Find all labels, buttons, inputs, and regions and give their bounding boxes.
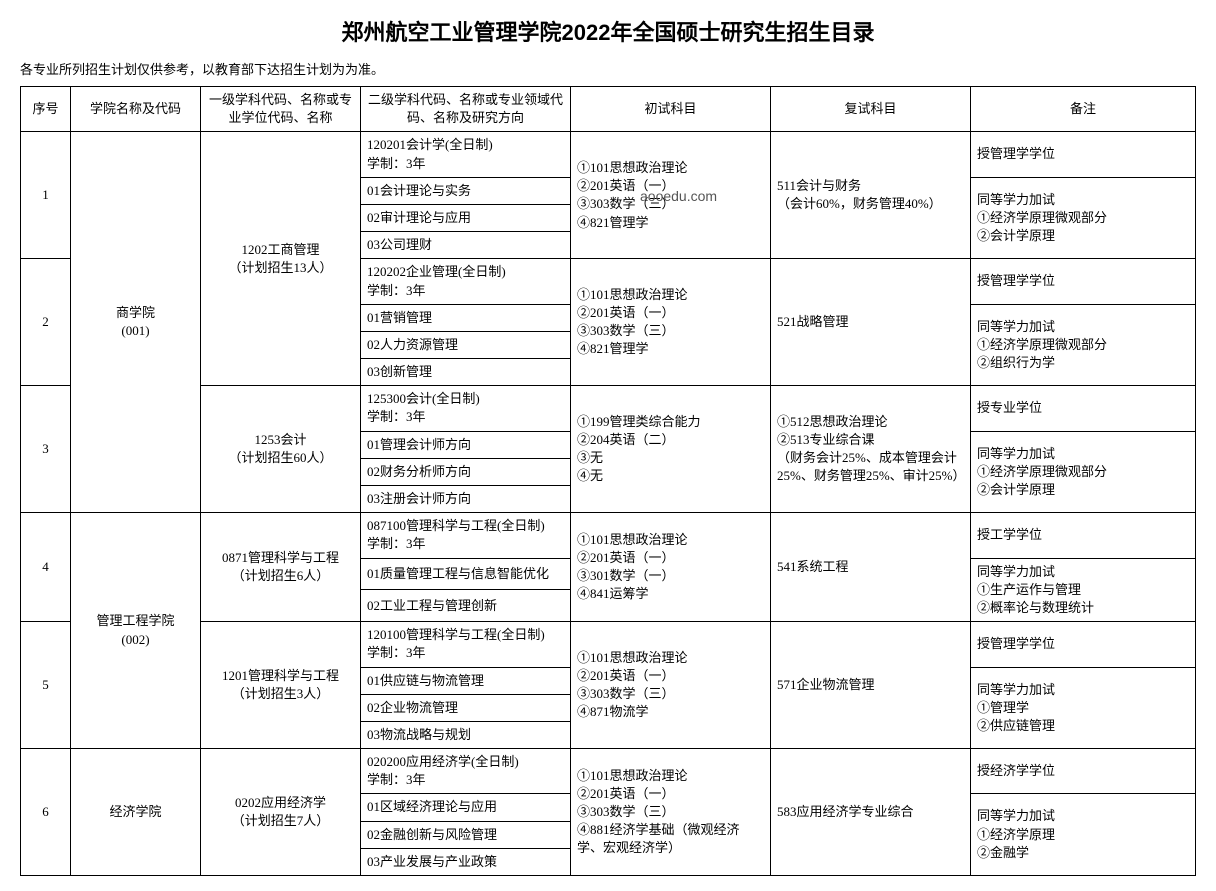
exam1-cell: ①199管理类综合能力②204英语（二）③无④无	[571, 386, 771, 513]
l2-cell: 01质量管理工程与信息智能优化	[361, 558, 571, 590]
header-row: 序号 学院名称及代码 一级学科代码、名称或专业学位代码、名称 二级学科代码、名称…	[21, 87, 1196, 132]
l2-cell: 03物流战略与规划	[361, 721, 571, 748]
l2-cell: 020200应用经济学(全日制)学制：3年	[361, 749, 571, 794]
l2-cell: 01区域经济理论与应用	[361, 794, 571, 821]
l2-cell: 02审计理论与应用	[361, 204, 571, 231]
remark-cell: 同等学力加试①经济学原理微观部分②组织行为学	[971, 304, 1196, 386]
th-l2: 二级学科代码、名称或专业领域代码、名称及研究方向	[361, 87, 571, 132]
seq-cell: 5	[21, 622, 71, 749]
l2-cell: 02企业物流管理	[361, 694, 571, 721]
th-exam2: 复试科目	[771, 87, 971, 132]
seq-cell: 6	[21, 749, 71, 876]
l1-cell: 0871管理科学与工程（计划招生6人）	[201, 513, 361, 622]
exam1-cell: ①101思想政治理论②201英语（一）③303数学（三）④821管理学	[571, 259, 771, 386]
l2-cell: 02人力资源管理	[361, 331, 571, 358]
table-row: 1 商学院(001) 1202工商管理（计划招生13人） 120201会计学(全…	[21, 132, 1196, 177]
th-l1: 一级学科代码、名称或专业学位代码、名称	[201, 87, 361, 132]
school-cell: 商学院(001)	[71, 132, 201, 513]
remark-cell: 授管理学学位	[971, 259, 1196, 304]
th-school: 学院名称及代码	[71, 87, 201, 132]
exam1-cell: ①101思想政治理论②201英语（一）③303数学（三）④881经济学基础（微观…	[571, 749, 771, 876]
exam2-cell: ①512思想政治理论②513专业综合课（财务会计25%、成本管理会计25%、财务…	[771, 386, 971, 513]
l2-cell: 120100管理科学与工程(全日制)学制：3年	[361, 622, 571, 667]
l2-cell: 02金融创新与风险管理	[361, 821, 571, 848]
note-text: 各专业所列招生计划仅供参考，以教育部下达招生计划为为准。	[20, 59, 1196, 78]
l2-cell: 02财务分析师方向	[361, 458, 571, 485]
exam1-cell: ①101思想政治理论②201英语（一）③303数学（三）④871物流学	[571, 622, 771, 749]
seq-cell: 3	[21, 386, 71, 513]
l2-cell: 02工业工程与管理创新	[361, 590, 571, 622]
l2-cell: 03产业发展与产业政策	[361, 848, 571, 875]
catalog-table: 序号 学院名称及代码 一级学科代码、名称或专业学位代码、名称 二级学科代码、名称…	[20, 86, 1196, 876]
th-exam1: 初试科目	[571, 87, 771, 132]
table-row: 4 管理工程学院(002) 0871管理科学与工程（计划招生6人） 087100…	[21, 513, 1196, 558]
page-title: 郑州航空工业管理学院2022年全国硕士研究生招生目录	[20, 15, 1196, 47]
th-remark: 备注	[971, 87, 1196, 132]
l2-cell: 01管理会计师方向	[361, 431, 571, 458]
exam2-cell: 521战略管理	[771, 259, 971, 386]
exam1-cell: ①101思想政治理论②201英语（一）③303数学（三）④821管理学	[571, 132, 771, 259]
l1-cell: 1201管理科学与工程（计划招生3人）	[201, 622, 361, 749]
remark-cell: 同等学力加试①生产运作与管理②概率论与数理统计	[971, 558, 1196, 622]
school-cell: 经济学院	[71, 749, 201, 876]
seq-cell: 1	[21, 132, 71, 259]
l1-cell: 1253会计（计划招生60人）	[201, 386, 361, 513]
exam1-cell: ①101思想政治理论②201英语（一）③301数学（一）④841运筹学	[571, 513, 771, 622]
l2-cell: 01营销管理	[361, 304, 571, 331]
remark-cell: 授专业学位	[971, 386, 1196, 431]
school-cell: 管理工程学院(002)	[71, 513, 201, 749]
exam2-cell: 583应用经济学专业综合	[771, 749, 971, 876]
l2-cell: 125300会计(全日制)学制：3年	[361, 386, 571, 431]
seq-cell: 2	[21, 259, 71, 386]
remark-cell: 授经济学学位	[971, 749, 1196, 794]
l2-cell: 01供应链与物流管理	[361, 667, 571, 694]
table-row: 6 经济学院 0202应用经济学（计划招生7人） 020200应用经济学(全日制…	[21, 749, 1196, 794]
l2-cell: 120202企业管理(全日制)学制：3年	[361, 259, 571, 304]
l2-cell: 120201会计学(全日制)学制：3年	[361, 132, 571, 177]
exam2-cell: 511会计与财务（会计60%，财务管理40%）	[771, 132, 971, 259]
remark-cell: 授管理学学位	[971, 622, 1196, 667]
th-seq: 序号	[21, 87, 71, 132]
remark-cell: 同等学力加试①经济学原理②金融学	[971, 794, 1196, 876]
seq-cell: 4	[21, 513, 71, 622]
remark-cell: 同等学力加试①管理学②供应链管理	[971, 667, 1196, 749]
l2-cell: 01会计理论与实务	[361, 177, 571, 204]
remark-cell: 授工学学位	[971, 513, 1196, 558]
remark-cell: 同等学力加试①经济学原理微观部分②会计学原理	[971, 177, 1196, 259]
remark-cell: 同等学力加试①经济学原理微观部分②会计学原理	[971, 431, 1196, 513]
l2-cell: 03注册会计师方向	[361, 486, 571, 513]
l1-cell: 1202工商管理（计划招生13人）	[201, 132, 361, 386]
exam2-cell: 571企业物流管理	[771, 622, 971, 749]
l2-cell: 03公司理财	[361, 232, 571, 259]
l1-cell: 0202应用经济学（计划招生7人）	[201, 749, 361, 876]
exam2-cell: 541系统工程	[771, 513, 971, 622]
l2-cell: 087100管理科学与工程(全日制)学制：3年	[361, 513, 571, 558]
l2-cell: 03创新管理	[361, 359, 571, 386]
remark-cell: 授管理学学位	[971, 132, 1196, 177]
